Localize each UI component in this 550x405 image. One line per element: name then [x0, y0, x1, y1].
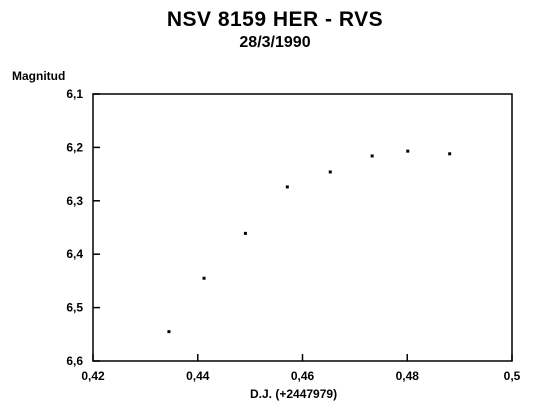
data-point	[285, 185, 289, 189]
data-point	[243, 231, 247, 235]
y-tick-label: 6,4	[66, 247, 83, 261]
y-axis-label: Magnitud	[12, 69, 66, 83]
y-tick-label: 6,2	[66, 140, 83, 154]
x-axis-label: D.J. (+2447979)	[250, 387, 338, 401]
x-axis-ticks: 0,42 0,44 0,46 0,48 0,5	[81, 354, 521, 383]
chart-title: NSV 8159 HER - RVS	[166, 8, 384, 31]
data-point	[202, 276, 206, 280]
x-tick-label: 0,5	[504, 369, 521, 383]
data-point	[167, 330, 171, 334]
x-tick-label: 0,42	[81, 369, 105, 383]
data-points	[167, 149, 452, 334]
y-axis-ticks: 6,1 6,2 6,3 6,4 6,5 6,6	[66, 87, 100, 368]
y-tick-label: 6,5	[66, 301, 83, 315]
x-tick-label: 0,48	[396, 369, 420, 383]
x-tick-label: 0,46	[291, 369, 315, 383]
data-point	[448, 152, 452, 156]
x-tick-label: 0,44	[186, 369, 210, 383]
data-point	[406, 149, 410, 153]
y-tick-label: 6,6	[66, 354, 83, 368]
plot-frame	[92, 93, 513, 362]
chart-subtitle: 28/3/1990	[239, 34, 311, 51]
y-tick-label: 6,3	[66, 194, 83, 208]
data-point	[328, 170, 332, 174]
data-point	[370, 154, 374, 158]
y-tick-label: 6,1	[66, 87, 83, 101]
